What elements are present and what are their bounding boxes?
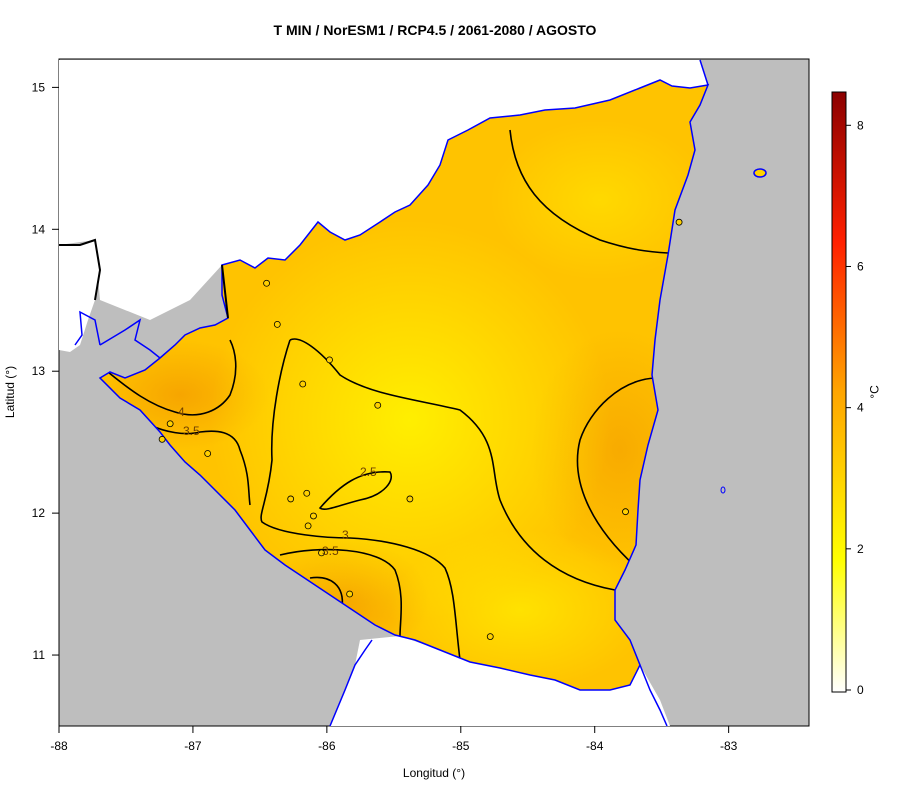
colorbar-tick-label: 2 — [857, 542, 864, 556]
y-tick-label: 14 — [32, 222, 46, 236]
station-marker — [486, 633, 494, 640]
station-marker — [263, 279, 270, 287]
neighbor-land-north — [59, 240, 100, 352]
contour-line-nw-35 — [149, 424, 251, 506]
x-tick-label: -84 — [586, 739, 604, 753]
station-marker — [310, 512, 317, 520]
station-marker — [326, 356, 333, 364]
station-marker — [406, 495, 414, 503]
station-markers — [158, 218, 683, 640]
x-tick-label: -86 — [318, 739, 336, 753]
y-tick-label: 15 — [32, 80, 46, 94]
colorbar — [831, 91, 847, 693]
contour-line-west — [260, 339, 461, 661]
x-tick-label: -87 — [184, 739, 202, 753]
gulf-of-fonseca — [74, 310, 161, 359]
international-border — [59, 238, 229, 319]
station-marker — [304, 522, 312, 530]
station-marker — [158, 435, 166, 443]
x-tick-label: -85 — [452, 739, 470, 753]
corn-islands — [753, 168, 767, 178]
station-marker — [166, 420, 174, 428]
contour-line-east — [576, 377, 656, 568]
contour-line-north — [509, 129, 669, 254]
contour-line-25 — [318, 471, 392, 510]
y-axis: 11 12 13 14 15 — [32, 80, 59, 662]
y-tick-label: 12 — [32, 506, 46, 520]
contour-line-south-35 — [279, 548, 403, 637]
station-marker — [374, 401, 382, 409]
station-marker — [273, 320, 281, 328]
station-marker — [346, 590, 354, 598]
x-tick-label: -83 — [720, 739, 738, 753]
colorbar-tick-label: 4 — [857, 401, 864, 415]
station-marker — [675, 218, 683, 226]
caribbean-coast-north — [699, 59, 709, 86]
colorbar-tick-label: 0 — [857, 683, 864, 697]
small-island — [720, 486, 726, 494]
x-axis-label: Longitud (°) — [402, 766, 466, 780]
contour-label-3: 3 — [342, 528, 349, 542]
contour-line-central — [289, 338, 616, 591]
station-marker — [318, 549, 325, 557]
contour-label-3-5-west: 3.5 — [183, 424, 200, 438]
colorbar-tick-label: 6 — [857, 259, 864, 273]
y-tick-label: 13 — [32, 364, 46, 378]
colorbar-tick-label: 8 — [857, 118, 864, 132]
pacific-coast-south — [329, 639, 373, 727]
station-marker — [287, 495, 295, 503]
contour-line-nw-4 — [107, 339, 237, 416]
x-axis: -88 -87 -86 -85 -84 -83 — [50, 726, 738, 753]
station-marker — [303, 489, 311, 497]
contour-label-2-5: 2.5 — [360, 465, 377, 479]
coastline — [98, 79, 710, 691]
caribbean-coast-south — [639, 664, 668, 727]
colorbar-ticks: 0 2 4 6 8 — [846, 118, 864, 697]
x-tick-label: -88 — [50, 739, 68, 753]
neighbor-land-costa-rica — [330, 636, 670, 726]
contour-label-3-5-south: 3.5 — [322, 544, 339, 558]
neighbor-land-honduras — [59, 60, 708, 320]
contour-label-4: 4 — [178, 405, 185, 419]
station-marker — [299, 380, 307, 388]
station-marker — [622, 508, 629, 516]
y-tick-label: 11 — [33, 648, 46, 662]
station-marker — [204, 450, 212, 457]
chart-title: T MIN / NorESM1 / RCP4.5 / 2061-2080 / A… — [273, 22, 597, 38]
